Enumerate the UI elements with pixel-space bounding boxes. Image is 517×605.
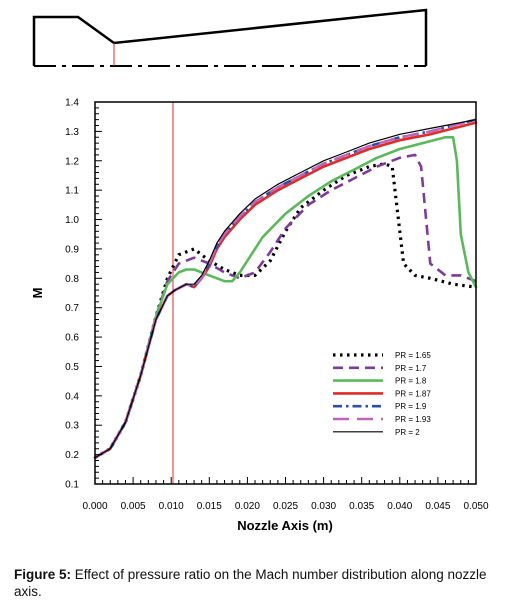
x-tick-label: 0.045: [425, 501, 450, 512]
y-tick-label: 1.3: [65, 127, 79, 138]
y-tick-label: 0.7: [65, 303, 79, 314]
y-tick-label: 0.4: [65, 391, 79, 402]
nozzle-wall: [32, 8, 428, 66]
y-tick-labels: 0.1 0.2 0.3 0.4 0.5 0.6 0.7 0.8 0.9 1.0 1.1 1.2 1.3 1…: [65, 98, 79, 491]
x-tick-label: 0.020: [235, 501, 260, 512]
series-line: [94, 162, 477, 459]
series-line: [94, 153, 477, 459]
x-tick-label: 0.025: [273, 501, 298, 512]
x-tick-label: 0.030: [311, 501, 336, 512]
x-tick-label: 0.040: [387, 501, 412, 512]
x-tick-label: 0.005: [121, 501, 146, 512]
figure: 0.000 0.005 0.010 0.015 0.020 0.025 0.030 0.035…: [30, 8, 489, 534]
y-tick-label: 0.1: [65, 480, 79, 491]
series-line: [93, 136, 478, 459]
nozzle-schematic: [32, 8, 428, 67]
legend-label: PR = 2: [395, 428, 420, 437]
y-tick-label: 0.8: [65, 274, 79, 285]
y-tick-label: 0.9: [65, 244, 79, 255]
y-tick-label: 0.3: [65, 421, 79, 432]
y-tick-label: 0.6: [65, 333, 79, 344]
legend-label: PR = 1.9: [395, 402, 427, 411]
y-tick-label: 1.1: [65, 186, 79, 197]
caption-text: Effect of pressure ratio on the Mach num…: [14, 567, 487, 599]
legend-label: PR = 1.7: [395, 364, 427, 373]
y-tick-label: 1.2: [65, 156, 79, 167]
x-tick-label: 0.050: [463, 501, 488, 512]
legend: PR = 1.65 PR = 1.7 PR = 1.8 PR = 1.87 PR = 1…: [333, 351, 431, 437]
legend-label: PR = 1.87: [395, 389, 431, 398]
x-tick-label: 0.010: [159, 501, 184, 512]
x-tick-label: 0.035: [349, 501, 374, 512]
y-tick-label: 0.2: [65, 450, 79, 461]
ticks-layer: [94, 101, 477, 485]
x-tick-label: 0.000: [82, 501, 107, 512]
x-tick-labels: 0.000 0.005 0.010 0.015 0.020 0.025 0.030 0.035…: [82, 501, 488, 512]
figure-caption: Figure 5: Effect of pressure ratio on th…: [14, 566, 509, 600]
x-axis-title: Nozzle Axis (m): [237, 518, 333, 533]
caption-label: Figure 5:: [14, 567, 72, 582]
plot-frame: [94, 101, 477, 485]
series-line: [94, 118, 477, 459]
y-axis-title: M: [30, 288, 45, 299]
legend-label: PR = 1.65: [395, 351, 431, 360]
plot-area: 0.000 0.005 0.010 0.015 0.020 0.025 0.030 0.035…: [30, 98, 489, 534]
series-layer: [93, 118, 478, 459]
y-tick-label: 1.0: [65, 215, 79, 226]
y-tick-label: 1.4: [65, 98, 79, 109]
legend-label: PR = 1.93: [395, 415, 431, 424]
x-tick-label: 0.015: [197, 501, 222, 512]
legend-label: PR = 1.8: [395, 377, 427, 386]
y-tick-label: 0.5: [65, 362, 79, 373]
series-line: [94, 118, 477, 459]
